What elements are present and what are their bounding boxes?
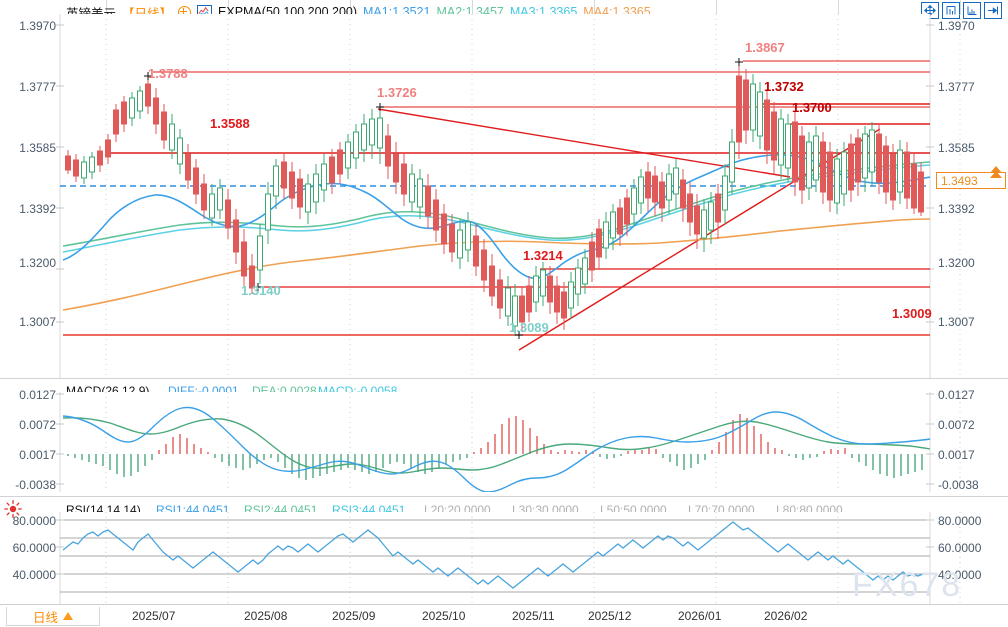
macd-chart-canvas[interactable]: [0, 392, 1008, 492]
price-axis-label-left-2: 1.3585: [19, 141, 56, 155]
date-label-7: 2026/02: [764, 609, 808, 623]
annotation-6: 1.3214: [523, 248, 563, 263]
date-label-2: 2025/09: [332, 609, 376, 623]
scale-vertical-button[interactable]: [942, 2, 960, 19]
annotation-3: 1.3726: [377, 85, 417, 100]
date-label-6: 2026/01: [678, 609, 722, 623]
macd-panel-divider: [0, 378, 1008, 379]
price-axis-label-left-4: 1.3200: [19, 256, 56, 270]
triangle-up-icon: [63, 612, 73, 620]
macd-axis-label-left-0: 0.0127: [19, 388, 56, 402]
price-axis-label-right-0: 1.3970: [938, 19, 975, 33]
date-label-4: 2025/11: [512, 609, 555, 623]
rsi-axis-label-left-1: 60.0000: [12, 541, 56, 555]
current-price-value: 1.3493: [941, 173, 978, 188]
macd-axis-label-left-3: -0.0038: [15, 478, 56, 492]
price-axis-label-left-0: 1.3970: [19, 19, 56, 33]
rsi-axis-label-right-0: 80.0000: [938, 514, 982, 528]
annotation-4: 1.3140: [241, 283, 281, 298]
annotation-9: 1.3700: [792, 100, 832, 115]
annotation-1: 1.3788: [148, 66, 188, 81]
price-chart-canvas[interactable]: [0, 14, 1008, 378]
rsi-chart-canvas[interactable]: [0, 512, 1008, 604]
annotation-2: 1.3588: [210, 116, 250, 131]
price-marker-arrow-icon: [990, 166, 1002, 178]
macd-axis-label-right-2: 0.0017: [938, 448, 975, 462]
price-axis-label-right-4: 1.3200: [938, 256, 975, 270]
price-axis-label-right-1: 1.3777: [938, 80, 975, 94]
date-label-5: 2025/12: [588, 609, 632, 623]
annotation-8: 1.3732: [764, 79, 804, 94]
top-toolbar: [0, 0, 1008, 19]
watermark: FX678: [852, 566, 963, 604]
macd-axis-label-left-2: 0.0017: [19, 448, 56, 462]
rsi-axis-label-right-2: 40.0000: [938, 568, 982, 582]
rsi-panel-divider: [0, 496, 1008, 497]
price-axis-label-left-5: 1.3007: [19, 315, 56, 329]
price-axis-label-right-2: 1.3585: [938, 141, 975, 155]
current-price-tag[interactable]: 1.3493: [936, 172, 1006, 189]
annotation-10: 1.3009: [892, 306, 932, 321]
price-axis-label-right-3: 1.3392: [938, 202, 975, 216]
period-tag[interactable]: 日线: [6, 607, 100, 626]
date-label-0: 2025/07: [132, 609, 176, 623]
price-axis-label-left-3: 1.3392: [19, 202, 56, 216]
rsi-axis-label-right-1: 60.0000: [938, 541, 982, 555]
macd-axis-label-right-3: -0.0038: [938, 478, 979, 492]
annotation-7: 1.3867: [745, 40, 785, 55]
rsi-axis-label-left-0: 80.0000: [12, 514, 56, 528]
date-label-1: 2025/08: [244, 609, 288, 623]
rsi-axis-label-left-2: 40.0000: [12, 568, 56, 582]
macd-axis-label-left-1: 0.0072: [19, 418, 56, 432]
price-axis-label-right-5: 1.3007: [938, 315, 975, 329]
date-axis-bar: 日线 2025/07 2025/08 2025/09 2025/10 2025/…: [0, 604, 1008, 627]
period-tag-label: 日线: [32, 610, 58, 625]
date-label-3: 2025/10: [422, 609, 466, 623]
macd-axis-label-right-0: 0.0127: [938, 388, 975, 402]
scale-horizontal-button[interactable]: [963, 2, 981, 19]
price-axis-label-left-1: 1.3777: [19, 80, 56, 94]
macd-axis-label-right-1: 0.0072: [938, 418, 975, 432]
jump-latest-button[interactable]: [984, 2, 1002, 19]
sun-settings-icon[interactable]: [4, 500, 22, 518]
annotation-5: 1.3089: [509, 320, 549, 335]
